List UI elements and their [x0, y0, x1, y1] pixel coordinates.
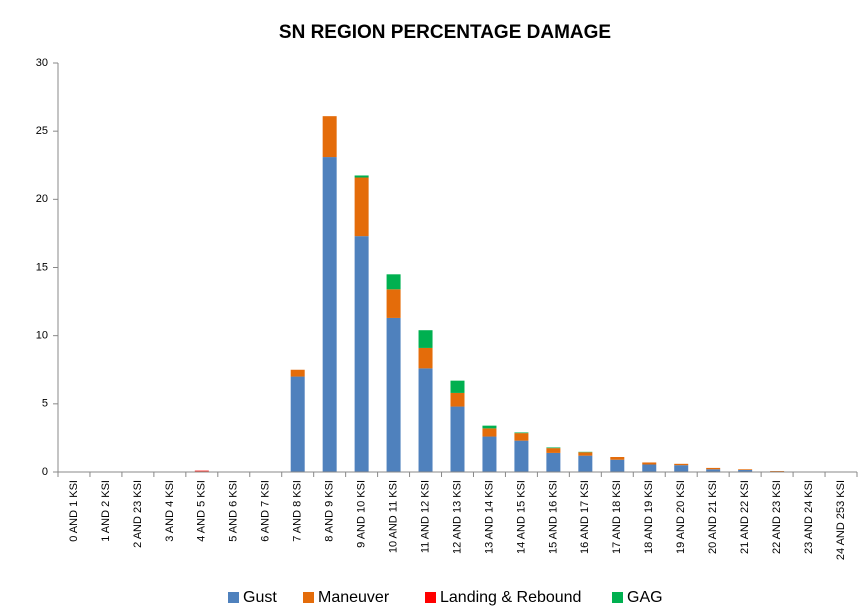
y-tick-label: 20	[36, 193, 48, 205]
x-tick-label: 22 AND 23 KSI	[771, 480, 783, 554]
x-tick-label: 18 AND 19 KSI	[643, 480, 655, 554]
legend-swatch	[612, 592, 623, 603]
bar-segment	[194, 470, 209, 472]
bar-segment	[418, 330, 433, 348]
bar-segment	[450, 406, 465, 472]
x-tick-label: 17 AND 18 KSI	[611, 480, 623, 554]
legend-swatch	[303, 592, 314, 603]
x-tick-label: 24 AND 253 KSI	[835, 480, 847, 560]
y-tick-label: 30	[36, 57, 48, 69]
y-tick-label: 25	[36, 125, 48, 137]
x-tick-label: 23 AND 24 KSI	[803, 480, 815, 554]
bar-segment	[642, 464, 657, 472]
bar-segment	[578, 452, 593, 456]
bar-segment	[450, 380, 465, 393]
bar-segment	[290, 376, 305, 472]
bar-segment	[418, 347, 433, 369]
x-tick-label: 2 AND 23 KSI	[132, 480, 144, 548]
bar-segment	[514, 433, 529, 441]
bar-segment	[610, 457, 625, 460]
x-tick-label: 19 AND 20 KSI	[675, 480, 687, 554]
y-tick-label: 5	[42, 398, 48, 410]
bar-segment	[770, 471, 785, 472]
x-tick-label: 8 AND 9 KSI	[324, 480, 336, 542]
bar-segment	[706, 469, 721, 472]
x-tick-label: 15 AND 16 KSI	[547, 480, 559, 554]
bar-segment	[482, 436, 497, 472]
x-tick-label: 16 AND 17 KSI	[579, 480, 591, 554]
x-tick-label: 9 AND 10 KSI	[356, 480, 368, 548]
bar-segment	[322, 157, 337, 472]
y-tick-label: 15	[36, 261, 48, 273]
chart-title: SN REGION PERCENTAGE DAMAGE	[279, 22, 611, 43]
bar-segment	[610, 459, 625, 472]
bar-segment	[482, 425, 497, 429]
legend-label: Maneuver	[318, 589, 390, 606]
legend-label: GAG	[627, 589, 663, 606]
bar-segment	[418, 368, 433, 472]
bar-segment	[354, 175, 369, 178]
x-tick-label: 0 AND 1 KSI	[68, 480, 80, 542]
legend-label: Landing & Rebound	[440, 589, 581, 606]
x-tick-label: 4 AND 5 KSI	[196, 480, 208, 542]
bar-segment	[738, 469, 753, 472]
x-tick-label: 12 AND 13 KSI	[451, 480, 463, 554]
bar-segment	[706, 467, 721, 470]
legend-label: Gust	[243, 589, 277, 606]
x-tick-label: 14 AND 15 KSI	[515, 480, 527, 554]
bar-segment	[450, 392, 465, 407]
y-tick-label: 10	[36, 330, 48, 342]
x-tick-label: 5 AND 6 KSI	[228, 480, 240, 542]
x-tick-label: 6 AND 7 KSI	[260, 480, 272, 542]
bar-segment	[514, 440, 529, 472]
bar-segment	[546, 452, 561, 472]
x-tick-label: 1 AND 2 KSI	[100, 480, 112, 542]
bar-segment	[674, 465, 689, 472]
bar-segment	[290, 369, 305, 377]
bar-segment	[386, 274, 401, 290]
bar-segment	[546, 448, 561, 453]
x-tick-label: 11 AND 12 KSI	[419, 480, 431, 553]
legend-swatch	[425, 592, 436, 603]
x-tick-label: 7 AND 8 KSI	[292, 480, 304, 542]
bar-segment	[386, 289, 401, 318]
bar-segment	[642, 462, 657, 465]
bar-segment	[514, 432, 529, 434]
bar-segment	[674, 463, 689, 466]
bar-segment	[386, 317, 401, 472]
bar-segment	[578, 455, 593, 472]
bar-segment	[482, 428, 497, 437]
x-tick-label: 10 AND 11 KSI	[387, 480, 399, 553]
x-tick-label: 20 AND 21 KSI	[707, 480, 719, 554]
x-tick-label: 13 AND 14 KSI	[483, 480, 495, 554]
y-tick-label: 0	[42, 466, 48, 478]
x-tick-label: 21 AND 22 KSI	[739, 480, 751, 554]
bar-segment	[738, 469, 753, 470]
x-tick-label: 3 AND 4 KSI	[164, 480, 176, 542]
bar-segment	[546, 447, 561, 449]
bar-segment	[354, 236, 369, 472]
legend-swatch	[228, 592, 239, 603]
bar-segment	[354, 177, 369, 237]
bar-segment	[322, 116, 337, 158]
